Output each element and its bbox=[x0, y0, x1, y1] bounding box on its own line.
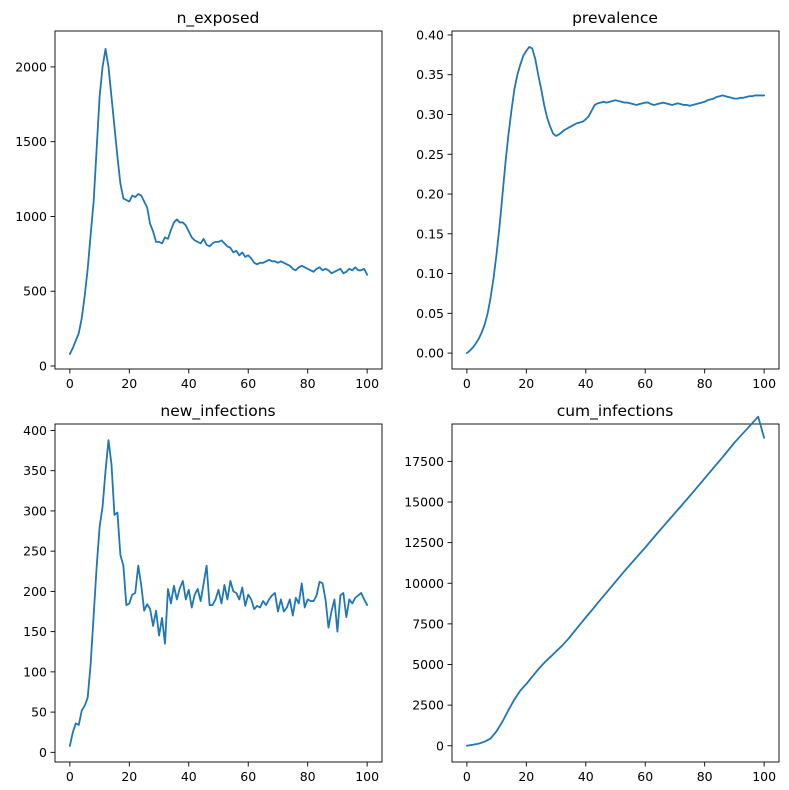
x-tick-label-prevalence: 0 bbox=[463, 376, 471, 391]
y-tick-label-new-infections: 150 bbox=[23, 624, 47, 639]
y-tick-label-new-infections: 200 bbox=[23, 584, 47, 599]
x-tick-label-prevalence: 100 bbox=[752, 376, 776, 391]
chart-title-new-infections: new_infections bbox=[160, 402, 275, 421]
x-tick-label-new-infections: 20 bbox=[121, 769, 137, 784]
y-tick-label-n-exposed: 1000 bbox=[15, 209, 47, 224]
axes-frame-new-infections bbox=[54, 423, 383, 763]
y-tick-label-cum-infections: 2500 bbox=[412, 698, 444, 713]
x-tick-label-prevalence: 40 bbox=[578, 376, 594, 391]
panel-prevalence: prevalence 0 20 40 60 80 1000.000.050.100.150… bbox=[416, 9, 780, 391]
y-tick-label-n-exposed: 2000 bbox=[15, 59, 47, 74]
y-tick-label-new-infections: 0 bbox=[39, 745, 47, 760]
y-tick-label-n-exposed: 1500 bbox=[15, 134, 47, 149]
y-tick-label-prevalence: 0.30 bbox=[416, 107, 444, 122]
x-tick-label-cum-infections: 100 bbox=[752, 769, 776, 784]
x-tick-label-n-exposed: 80 bbox=[300, 376, 316, 391]
y-tick-label-n-exposed: 500 bbox=[23, 284, 47, 299]
axes-new-infections: 0 20 40 60 80 100 0 50 100 150 200 250 300 350 400 bbox=[23, 423, 383, 784]
y-tick-label-cum-infections: 17500 bbox=[404, 454, 444, 469]
x-tick-label-prevalence: 20 bbox=[518, 376, 534, 391]
x-tick-label-prevalence: 60 bbox=[637, 376, 653, 391]
series-line-new-infections bbox=[68, 439, 369, 747]
x-tick-label-new-infections: 0 bbox=[66, 769, 74, 784]
panel-cum-infections: cum_infections 0 20 40 60 80 100 0 2500 5000 7500… bbox=[404, 402, 780, 784]
plot-area-prevalence bbox=[465, 46, 766, 354]
y-tick-label-prevalence: 0.25 bbox=[416, 147, 444, 162]
chart-title-n-exposed: n_exposed bbox=[177, 9, 260, 28]
y-tick-label-prevalence: 0.15 bbox=[416, 226, 444, 241]
y-tick-label-new-infections: 400 bbox=[23, 423, 47, 438]
y-tick-label-new-infections: 300 bbox=[23, 503, 47, 518]
x-tick-label-n-exposed: 40 bbox=[181, 376, 197, 391]
axes-cum-infections: 0 20 40 60 80 100 0 2500 5000 7500 10000 12500 15000… bbox=[404, 423, 780, 784]
x-tick-label-cum-infections: 0 bbox=[463, 769, 471, 784]
x-tick-label-cum-infections: 80 bbox=[697, 769, 713, 784]
x-tick-label-cum-infections: 40 bbox=[578, 769, 594, 784]
x-tick-label-n-exposed: 100 bbox=[355, 376, 379, 391]
panel-new-infections: new_infections 0 20 40 60 80 100 0 50 100 150 200 2… bbox=[23, 402, 383, 784]
y-tick-label-prevalence: 0.40 bbox=[416, 27, 444, 42]
series-line-prevalence bbox=[465, 46, 766, 354]
x-tick-label-n-exposed: 0 bbox=[66, 376, 74, 391]
series-line-cum-infections bbox=[465, 415, 766, 747]
y-tick-label-cum-infections: 0 bbox=[436, 738, 444, 753]
y-tick-label-prevalence: 0.10 bbox=[416, 266, 444, 281]
axes-frame-prevalence bbox=[451, 30, 780, 370]
y-tick-label-prevalence: 0.20 bbox=[416, 187, 444, 202]
x-tick-label-new-infections: 40 bbox=[181, 769, 197, 784]
x-tick-label-cum-infections: 60 bbox=[637, 769, 653, 784]
chart-title-prevalence: prevalence bbox=[572, 9, 658, 27]
y-tick-label-new-infections: 100 bbox=[23, 664, 47, 679]
axes-prevalence: 0 20 40 60 80 100 0.00 0.05 0.10 0.15 0.20 0.25 0.30… bbox=[416, 27, 780, 391]
plot-area-n-exposed bbox=[68, 48, 369, 355]
series-line-n-exposed bbox=[68, 48, 369, 355]
x-tick-label-new-infections: 100 bbox=[355, 769, 379, 784]
y-tick-label-new-infections: 350 bbox=[23, 463, 47, 478]
x-tick-label-cum-infections: 20 bbox=[518, 769, 534, 784]
axes-frame-n-exposed bbox=[54, 30, 383, 370]
y-tick-label-cum-infections: 12500 bbox=[404, 535, 444, 550]
y-tick-label-prevalence: 0.05 bbox=[416, 306, 444, 321]
y-tick-label-new-infections: 50 bbox=[31, 705, 47, 720]
x-tick-label-prevalence: 80 bbox=[697, 376, 713, 391]
x-tick-label-new-infections: 80 bbox=[300, 769, 316, 784]
plot-area-cum-infections bbox=[465, 415, 766, 747]
x-tick-label-new-infections: 60 bbox=[240, 769, 256, 784]
y-tick-label-n-exposed: 0 bbox=[39, 359, 47, 374]
x-tick-label-n-exposed: 20 bbox=[121, 376, 137, 391]
chart-title-cum-infections: cum_infections bbox=[557, 402, 674, 421]
y-tick-label-prevalence: 0.00 bbox=[416, 346, 444, 361]
y-tick-label-prevalence: 0.35 bbox=[416, 67, 444, 82]
y-tick-label-cum-infections: 7500 bbox=[412, 616, 444, 631]
y-tick-label-cum-infections: 15000 bbox=[404, 495, 444, 510]
y-tick-label-new-infections: 250 bbox=[23, 544, 47, 559]
y-tick-label-cum-infections: 5000 bbox=[412, 657, 444, 672]
axes-frame-cum-infections bbox=[451, 423, 780, 763]
x-tick-label-n-exposed: 60 bbox=[240, 376, 256, 391]
plot-area-new-infections bbox=[68, 439, 369, 747]
y-tick-label-cum-infections: 10000 bbox=[404, 576, 444, 591]
